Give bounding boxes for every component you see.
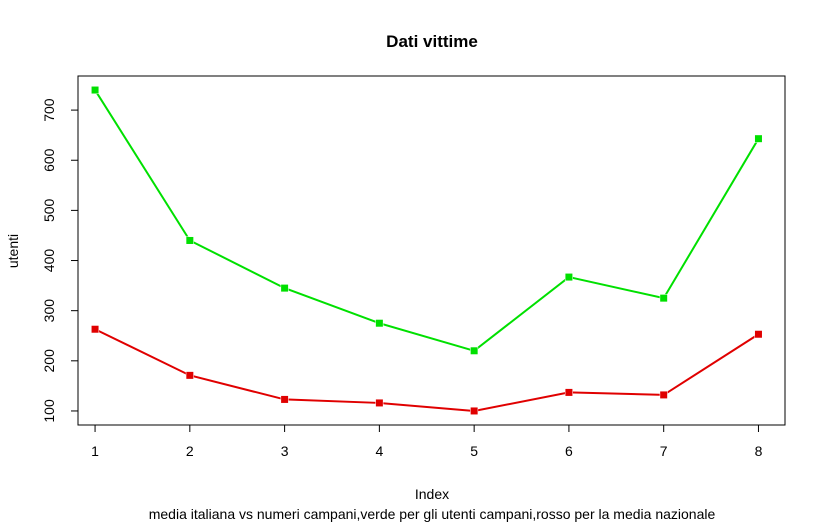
y-tick-label: 100 [41,399,57,423]
y-tick-label: 600 [41,148,57,172]
chart-title: Dati vittime [386,32,478,51]
series-layer [91,86,763,415]
y-axis-label: utenti [5,234,21,268]
series-2 [91,325,763,415]
data-point [470,407,478,415]
data-point [91,325,99,333]
x-tick-label: 4 [375,443,383,459]
data-point [470,347,478,355]
data-point [186,371,194,379]
data-point [565,388,573,396]
x-tick-label: 2 [186,443,194,459]
y-tick-label: 200 [41,349,57,373]
x-axis-label: Index [415,486,449,502]
series-line [94,328,760,412]
data-point [186,236,194,244]
x-tick-label: 7 [660,443,668,459]
data-point [660,294,668,302]
data-point [754,135,762,143]
x-tick-label: 3 [281,443,289,459]
data-point [91,86,99,94]
series-line [94,89,760,352]
x-tick-label: 1 [91,443,99,459]
series-1 [91,86,763,355]
data-point [375,399,383,407]
data-point [660,391,668,399]
data-point [754,330,762,338]
x-tick-label: 6 [565,443,573,459]
x-tick-label: 5 [470,443,478,459]
x-tick-label: 8 [755,443,763,459]
y-tick-label: 500 [41,198,57,222]
y-tick-label: 700 [41,98,57,122]
data-point [565,273,573,281]
y-tick-label: 400 [41,249,57,273]
data-point [281,284,289,292]
data-point [281,395,289,403]
chart-subtitle: media italiana vs numeri campani,verde p… [149,506,716,522]
data-point [375,319,383,327]
y-axis: 100 200 300 400 500 600 700 [41,98,79,423]
y-tick-label: 300 [41,299,57,323]
x-axis: 1 2 3 4 5 6 7 8 [91,424,763,459]
